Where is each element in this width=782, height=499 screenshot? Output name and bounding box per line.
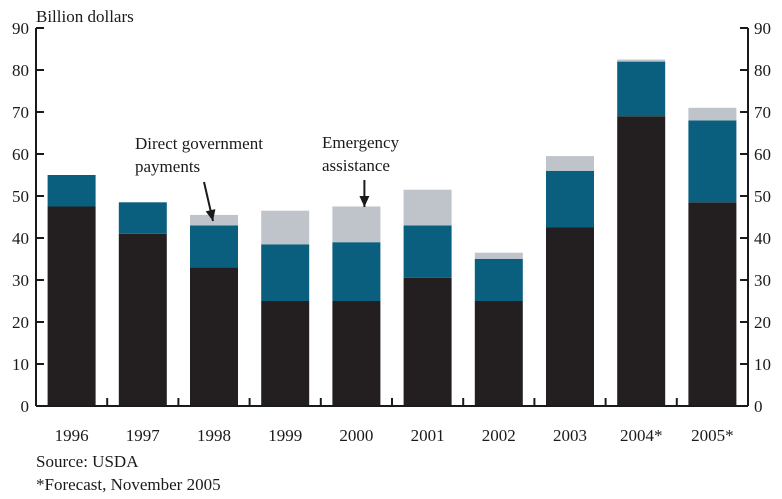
- bar-base-1999: [261, 301, 310, 406]
- bar-base-1997: [118, 233, 167, 406]
- y-tick-label-left-70: 70: [12, 103, 29, 122]
- bar-base-2000: [332, 301, 381, 406]
- y-tick-label-left-60: 60: [12, 145, 29, 164]
- bar-base-2005: [688, 202, 737, 406]
- x-tick-label-2004: 2004*: [620, 426, 663, 445]
- y-tick-label-left-10: 10: [12, 355, 29, 374]
- source-note: Source: USDA: [36, 452, 139, 471]
- y-tick-label-left-30: 30: [12, 271, 29, 290]
- bar-direct-government-payments-2004: [617, 61, 666, 117]
- y-tick-label-left-20: 20: [12, 313, 29, 332]
- bar-base-2002: [474, 301, 523, 406]
- y-tick-label-left-50: 50: [12, 187, 29, 206]
- annotations-group: Direct government payments Emergency assist…: [135, 133, 400, 222]
- annotation-direct-payments-arrow-head: [205, 209, 216, 221]
- bar-emergency-assistance-2001: [403, 189, 452, 226]
- y-tick-label-right-60: 60: [754, 145, 771, 164]
- bar-emergency-assistance-2005: [688, 107, 737, 121]
- x-tick-label-1998: 1998: [197, 426, 231, 445]
- bar-direct-government-payments-1997: [118, 202, 167, 234]
- x-tick-label-1996: 1996: [55, 426, 89, 445]
- bar-direct-government-payments-2005: [688, 120, 737, 203]
- y-axis-label: Billion dollars: [36, 7, 134, 26]
- bar-direct-government-payments-2002: [474, 259, 523, 301]
- annotation-emergency-arrow-head: [359, 196, 370, 207]
- bar-direct-government-payments-1996: [47, 175, 96, 207]
- bar-base-2003: [546, 227, 594, 406]
- annotation-direct-payments-line-2: payments: [135, 157, 200, 176]
- y-tick-label-right-30: 30: [754, 271, 771, 290]
- annotation-direct-payments-line-1: Direct government: [135, 134, 263, 153]
- y-tick-label-left-90: 90: [12, 19, 29, 38]
- y-tick-label-right-70: 70: [754, 103, 771, 122]
- bar-direct-government-payments-2003: [546, 170, 594, 228]
- bar-base-1996: [47, 206, 96, 406]
- bar-direct-government-payments-1998: [190, 225, 238, 268]
- x-tick-label-1997: 1997: [126, 426, 161, 445]
- x-tick-label-2002: 2002: [482, 426, 516, 445]
- annotation-emergency-line-2: assistance: [322, 156, 390, 175]
- y-tick-label-right-20: 20: [754, 313, 771, 332]
- y-tick-label-right-80: 80: [754, 61, 771, 80]
- bars-group: [47, 59, 737, 406]
- bar-emergency-assistance-1999: [261, 210, 310, 245]
- bar-base-1998: [190, 267, 238, 406]
- x-tick-label-1999: 1999: [268, 426, 302, 445]
- x-tick-label-2001: 2001: [411, 426, 445, 445]
- y-tick-label-left-80: 80: [12, 61, 29, 80]
- x-tick-label-2003: 2003: [553, 426, 587, 445]
- x-tick-label-2005: 2005*: [691, 426, 734, 445]
- y-tick-label-right-0: 0: [754, 397, 763, 416]
- bar-emergency-assistance-2002: [474, 252, 523, 259]
- bar-emergency-assistance-2003: [546, 156, 594, 171]
- y-tick-label-left-0: 0: [21, 397, 30, 416]
- bar-emergency-assistance-2004: [617, 59, 666, 62]
- y-tick-label-right-10: 10: [754, 355, 771, 374]
- y-tick-label-right-40: 40: [754, 229, 771, 248]
- bar-base-2001: [403, 277, 452, 406]
- annotation-emergency-line-1: Emergency: [322, 133, 400, 152]
- bar-emergency-assistance-1998: [190, 214, 238, 226]
- axes-group: 0 0 10 10 20 20 30 30 40 40 50 50 60 60 70 70 80 80 90 90 19…: [12, 19, 771, 445]
- y-tick-label-left-40: 40: [12, 229, 29, 248]
- y-tick-label-right-50: 50: [754, 187, 771, 206]
- bar-direct-government-payments-2000: [332, 242, 381, 301]
- bar-direct-government-payments-2001: [403, 225, 452, 278]
- forecast-note: *Forecast, November 2005: [36, 475, 221, 494]
- bar-emergency-assistance-2000: [332, 206, 381, 243]
- bar-direct-government-payments-1999: [261, 244, 310, 301]
- bar-base-2004: [617, 116, 666, 406]
- y-tick-label-right-90: 90: [754, 19, 771, 38]
- x-tick-label-2000: 2000: [339, 426, 373, 445]
